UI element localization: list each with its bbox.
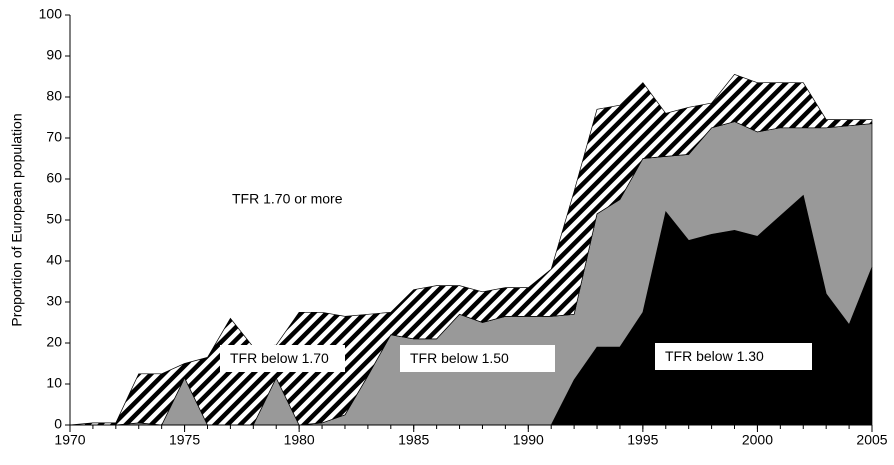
- y-tick-label: 20: [46, 334, 62, 350]
- y-tick-label: 10: [46, 375, 62, 391]
- label-box: [220, 345, 345, 372]
- y-tick-label: 90: [46, 47, 62, 63]
- x-tick-label: 2005: [856, 432, 887, 448]
- y-tick-label: 80: [46, 88, 62, 104]
- x-tick-label: 2000: [742, 432, 773, 448]
- y-tick-label: 70: [46, 129, 62, 145]
- y-tick-label: 0: [54, 416, 62, 432]
- series-label: TFR below 1.30: [665, 348, 764, 364]
- series-label: TFR below 1.50: [410, 350, 509, 366]
- y-tick-label: 40: [46, 252, 62, 268]
- y-tick-label: 30: [46, 293, 62, 309]
- label-box: [655, 343, 812, 370]
- y-tick-label: 60: [46, 170, 62, 186]
- area: [69, 73, 873, 426]
- x-tick-label: 1985: [398, 432, 429, 448]
- series-label: TFR below 1.70: [230, 350, 329, 366]
- y-axis-label: Proportion of European population: [9, 113, 25, 326]
- x-tick-label: 1990: [513, 432, 544, 448]
- x-tick-label: 1980: [284, 432, 315, 448]
- x-tick-label: 1995: [627, 432, 658, 448]
- x-tick-label: 1975: [169, 432, 200, 448]
- y-tick-label: 50: [46, 211, 62, 227]
- annotation: TFR 1.70 or more: [232, 191, 343, 207]
- label-box: [400, 345, 555, 372]
- y-tick-label: 100: [39, 6, 63, 22]
- x-tick-label: 1970: [54, 432, 85, 448]
